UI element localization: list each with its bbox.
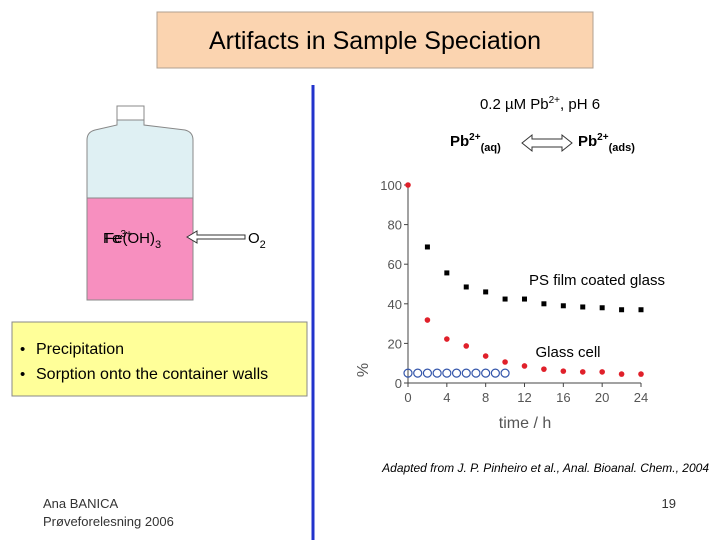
bottle-cap: [116, 105, 145, 121]
data-point: [483, 289, 489, 295]
hydroxide-text: Fe(OH): [105, 230, 155, 247]
bottle-ion: Fe3+: [103, 229, 132, 247]
annotation: PS film coated glass: [529, 272, 665, 289]
oxygen-sub: 2: [260, 239, 266, 251]
slide-title: Artifacts in Sample Speciation: [209, 27, 541, 55]
oxygen-text: O: [248, 230, 260, 247]
bullet-text: Sorption onto the container walls: [36, 366, 268, 383]
species-ads-text: Pb: [578, 133, 597, 150]
x-tick-label: 4: [443, 390, 450, 405]
data-point: [490, 368, 500, 378]
data-point: [444, 270, 450, 276]
footer-event: Prøveforelesning 2006: [43, 514, 174, 529]
data-point: [579, 369, 586, 375]
data-point: [463, 343, 470, 349]
data-point: [502, 359, 508, 365]
x-tick-label: 12: [517, 390, 531, 405]
ion-sup: 3+: [121, 229, 133, 240]
condition-text: 0.2 µM Pb: [480, 96, 549, 113]
footer-author: Ana BANICA: [43, 496, 118, 511]
condition: 0.2 µM Pb2+, pH 6: [480, 95, 600, 113]
data-point: [471, 368, 481, 378]
data-point: [451, 368, 462, 378]
data-point: [500, 368, 510, 378]
data-point: [638, 371, 644, 377]
citation: Adapted from J. P. Pinheiro et al., Anal…: [381, 461, 709, 475]
data-point: [481, 368, 491, 378]
condition-sup: 2+: [549, 95, 561, 106]
data-point: [405, 182, 411, 188]
bullet-text: Precipitation: [36, 341, 124, 358]
species-aq-sup: 2+: [469, 132, 481, 143]
data-point: [461, 368, 471, 378]
bullet-dot: •: [20, 366, 25, 383]
species-ads-sub: (ads): [609, 142, 636, 154]
species-ads: Pb2+(ads): [578, 132, 635, 154]
y-tick-label: 0: [395, 376, 402, 391]
x-tick-label: 0: [404, 390, 411, 405]
data-point: [599, 369, 605, 375]
species-ads-sup: 2+: [597, 132, 609, 143]
data-point: [424, 317, 431, 323]
title-box: [156, 11, 594, 69]
y-tick-label: 40: [388, 297, 402, 312]
data-point: [432, 368, 442, 378]
data-point: [522, 296, 527, 302]
hydroxide-sub: 3: [155, 239, 161, 251]
data-point: [403, 368, 413, 378]
y-axis-label: %: [355, 363, 372, 377]
data-point: [521, 363, 528, 369]
y-tick-label: 80: [388, 218, 402, 233]
oxygen-arrow: [186, 230, 246, 244]
data-point: [580, 304, 586, 310]
bullet-dot: •: [20, 341, 25, 358]
x-tick-label: 20: [595, 390, 609, 405]
x-tick-label: 16: [556, 390, 570, 405]
x-tick-label: 8: [482, 390, 489, 405]
ion-text: Fe: [103, 230, 121, 247]
page-number: 19: [662, 496, 676, 511]
data-point: [502, 296, 508, 302]
data-point: [442, 368, 452, 378]
annotation: Glass cell: [535, 344, 600, 361]
data-point: [482, 353, 489, 359]
data-point: [541, 301, 547, 307]
x-axis-label: time / h: [499, 415, 551, 432]
data-point: [463, 284, 469, 290]
data-point: [599, 305, 605, 311]
data-point: [422, 368, 433, 378]
species-aq-sub: (aq): [481, 142, 502, 154]
y-tick-label: 60: [388, 257, 402, 272]
data-point: [413, 368, 423, 378]
chart: 0 20 40 60 80 100 0 4 8 12 16 20 24 time / h% PS film …: [355, 178, 665, 432]
species-aq: Pb2+(aq): [450, 132, 501, 154]
data-point: [541, 366, 547, 372]
data-point: [560, 303, 566, 309]
x-tick-label: 24: [634, 390, 648, 405]
data-point: [619, 307, 625, 313]
oxygen: O2: [248, 230, 266, 251]
condition-rest: , pH 6: [560, 96, 600, 113]
bottle-hydroxide: Fe(OH)3: [105, 230, 161, 251]
solution: [86, 197, 194, 301]
data-point: [424, 244, 430, 250]
data-point: [638, 307, 644, 313]
y-tick-label: 20: [388, 336, 402, 351]
data-point: [444, 336, 450, 342]
equilibrium-arrow: [521, 133, 573, 153]
bullet-box: [11, 321, 308, 397]
species-aq-text: Pb: [450, 133, 469, 150]
bullet-list: • Precipitation • Sorption onto the contain…: [20, 341, 268, 383]
data-point: [560, 368, 567, 374]
data-point: [618, 371, 625, 377]
y-tick-label: 100: [380, 178, 402, 193]
